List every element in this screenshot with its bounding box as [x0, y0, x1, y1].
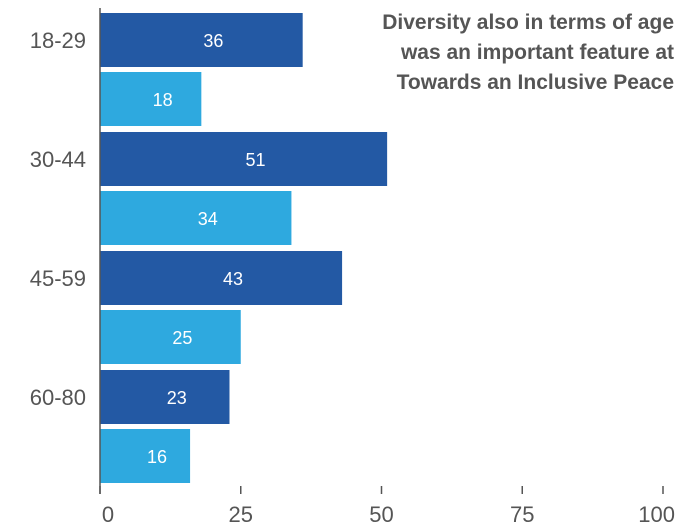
- category-label-60-80: 60-80: [30, 385, 86, 410]
- data-label-45-59-series-1: 43: [223, 269, 243, 289]
- x-tick-label-0: 0: [102, 502, 114, 527]
- category-label-30-44: 30-44: [30, 147, 86, 172]
- x-tick-label-75: 75: [510, 502, 534, 527]
- category-label-18-29: 18-29: [30, 28, 86, 53]
- data-label-30-44-series-1: 51: [246, 150, 266, 170]
- data-label-30-44-series-2: 34: [198, 209, 218, 229]
- bar-18-29-series-1: [100, 13, 303, 67]
- data-label-60-80-series-2: 16: [147, 447, 167, 467]
- bar-60-80-series-2: [100, 429, 191, 483]
- x-tick-label-50: 50: [369, 502, 393, 527]
- bar-60-80-series-1: [100, 370, 230, 424]
- category-label-45-59: 45-59: [30, 266, 86, 291]
- x-tick-label-25: 25: [229, 502, 253, 527]
- data-label-60-80-series-1: 23: [167, 388, 187, 408]
- bar-30-44-series-2: [100, 191, 292, 245]
- bar-45-59-series-2: [100, 310, 241, 364]
- data-label-18-29-series-1: 36: [203, 31, 223, 51]
- data-label-45-59-series-2: 25: [172, 328, 192, 348]
- bar-30-44-series-1: [100, 132, 388, 186]
- chart-annotation: Diversity also in terms of age was an im…: [382, 11, 674, 94]
- x-tick-label-100: 100: [638, 502, 675, 527]
- bar-18-29-series-2: [100, 72, 202, 126]
- data-label-18-29-series-2: 18: [153, 90, 173, 110]
- bar-45-59-series-1: [100, 251, 343, 305]
